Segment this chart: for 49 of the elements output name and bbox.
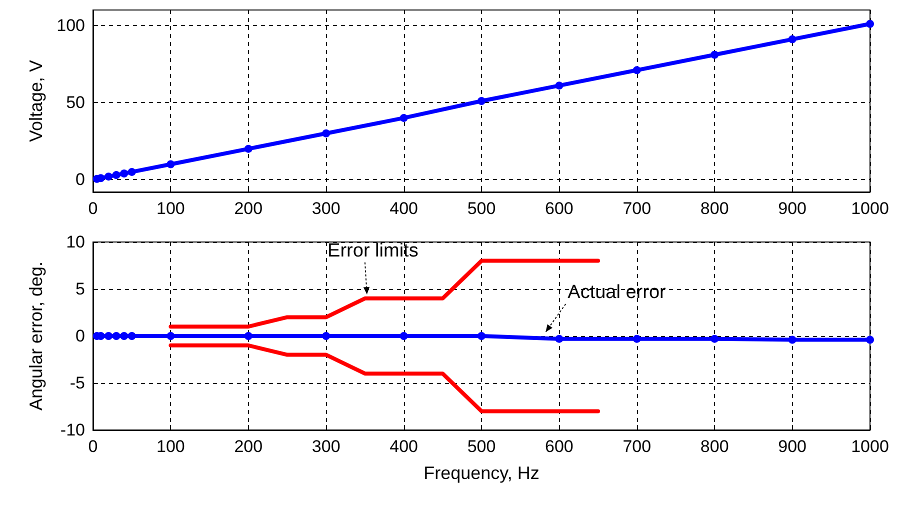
x-tick-label: 0 [88,437,98,456]
point [788,35,796,44]
x-tick-label: 100 [156,199,185,218]
x-tick-label: 600 [545,437,574,456]
x-tick-label: 1000 [851,199,889,218]
annotation: Error limits [328,240,418,262]
point [128,168,136,176]
line-series [168,343,600,414]
x-tick-label: 600 [545,199,574,218]
y-tick-label: -10 [60,420,85,440]
point [166,160,175,168]
x-tick-label: 700 [622,437,652,456]
y-tick-label: -5 [70,374,85,392]
x-tick-label: 300 [312,437,340,456]
x-tick-label: 200 [234,199,263,218]
y-tick-label: 100 [56,16,85,35]
point [478,97,486,105]
point [120,169,128,178]
x-tick-label: 1000 [851,437,889,456]
x-tick-label: 400 [390,199,418,218]
x-tick-label: 800 [700,199,729,218]
point [632,66,641,74]
x-tick-label: 400 [390,437,418,456]
x-tick-label: 0 [88,199,98,218]
y-tick-label: 50 [66,93,85,112]
x-tick-label: 500 [467,437,496,456]
y-tick-label: 0 [76,170,85,190]
y-axis-title: Angular error, deg. [26,261,46,411]
x-tick-label: 300 [312,199,340,218]
point [866,20,874,28]
x-tick-label: 800 [700,437,729,456]
point [104,172,113,181]
point [112,171,120,180]
point [710,50,719,59]
point [322,129,330,138]
x-tick-label: 500 [467,199,496,218]
x-tick-label: 700 [622,199,652,218]
y-tick-label: 0 [76,326,85,346]
x-tick-label: 900 [778,199,806,218]
x-tick-label: 900 [778,437,806,456]
y-tick-label: 10 [66,232,85,252]
x-axis-title: Frequency, Hz [424,463,540,483]
point [244,144,252,153]
x-tick-label: 200 [234,437,263,456]
y-tick-label: 5 [76,280,85,298]
y-axis-title: Voltage, V [26,60,46,142]
point [400,114,408,122]
point [555,82,564,90]
x-tick-label: 100 [156,437,185,456]
